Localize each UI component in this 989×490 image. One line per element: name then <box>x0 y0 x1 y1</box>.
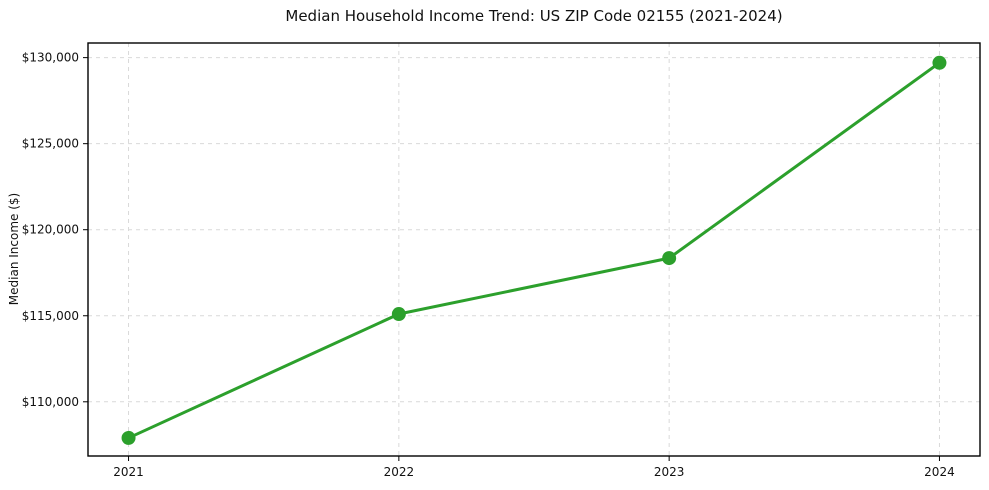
trend-line <box>127 61 941 440</box>
y-tick-label: $125,000 <box>22 137 79 151</box>
plot-border <box>87 42 981 457</box>
data-point-2022 <box>391 307 406 322</box>
x-tick-label: 2023 <box>654 465 685 479</box>
y-tick-label: $130,000 <box>22 51 79 65</box>
data-point-2021 <box>121 430 136 445</box>
chart-title: Median Household Income Trend: US ZIP Co… <box>285 7 783 25</box>
x-tick-label: 2024 <box>924 465 955 479</box>
x-tick-label: 2021 <box>113 465 144 479</box>
y-tick-label: $115,000 <box>22 309 79 323</box>
x-tick-label: 2022 <box>384 465 415 479</box>
y-tick-label: $110,000 <box>22 395 79 409</box>
data-point-2024 <box>932 55 947 70</box>
y-tick-label: $120,000 <box>22 223 79 237</box>
data-point-2023 <box>662 251 677 266</box>
